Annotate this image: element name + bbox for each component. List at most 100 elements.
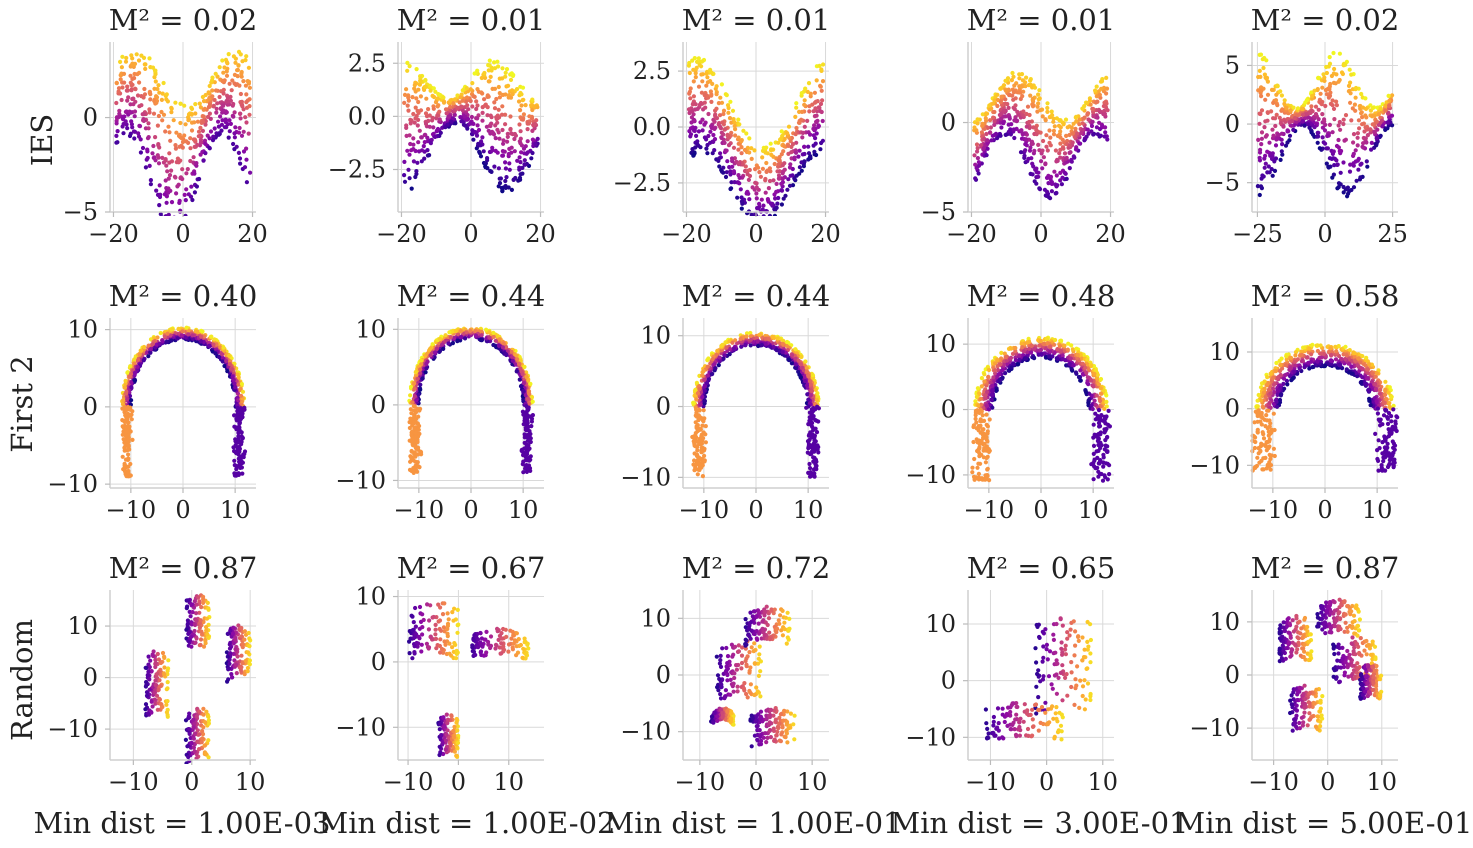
- scatter-points: [120, 325, 248, 479]
- scatter-point: [1044, 144, 1049, 149]
- scatter-point: [720, 342, 725, 347]
- scatter-point: [745, 145, 750, 150]
- scatter-point: [1309, 130, 1314, 135]
- scatter-point: [1340, 71, 1345, 77]
- scatter-point: [736, 135, 741, 140]
- scatter-point: [688, 96, 693, 101]
- scatter-point: [496, 343, 502, 348]
- scatter-point: [811, 126, 816, 131]
- scatter-point: [1017, 90, 1022, 95]
- scatter-point: [412, 420, 417, 426]
- scatter-point: [1331, 50, 1336, 56]
- scatter-point: [1009, 122, 1014, 127]
- scatter-point: [1058, 147, 1063, 152]
- scatter-point: [702, 388, 707, 393]
- scatter-point: [413, 105, 418, 110]
- scatter-point: [1069, 159, 1074, 164]
- scatter-point: [527, 391, 532, 397]
- scatter-point: [460, 88, 465, 93]
- scatter-point: [224, 125, 229, 130]
- scatter-point: [492, 100, 497, 105]
- scatter-point: [1387, 104, 1392, 109]
- scatter-point: [217, 94, 222, 100]
- scatter-point: [195, 142, 200, 147]
- scatter-point: [1353, 108, 1358, 113]
- column-label-2: Min dist = 1.00E-02: [319, 806, 616, 840]
- scatter-point: [709, 99, 714, 104]
- scatter-point: [408, 384, 414, 389]
- scatter-point: [1011, 89, 1016, 94]
- scatter-point: [482, 70, 487, 76]
- scatter-point: [999, 85, 1004, 91]
- scatter-point: [816, 105, 821, 110]
- scatter-point: [473, 328, 478, 334]
- scatter-point: [484, 327, 489, 332]
- scatter-point: [1338, 170, 1343, 175]
- scatter-point: [1023, 142, 1028, 147]
- scatter-point: [508, 127, 513, 132]
- scatter-point: [433, 89, 438, 94]
- scatter-point: [1040, 114, 1045, 119]
- scatter-point: [135, 93, 141, 98]
- scatter-point: [812, 123, 817, 128]
- scatter-point: [1091, 114, 1096, 119]
- scatter-point: [701, 436, 706, 441]
- scatter-point: [160, 118, 165, 123]
- scatter-point: [406, 167, 411, 172]
- scatter-point: [1058, 178, 1063, 183]
- scatter-point: [777, 155, 782, 160]
- scatter-point: [1349, 118, 1354, 123]
- scatter-point: [207, 343, 212, 348]
- scatter-point: [1055, 183, 1060, 188]
- scatter-point: [486, 63, 491, 68]
- scatter-point: [1355, 143, 1360, 148]
- scatter-point: [154, 188, 159, 193]
- scatter-point: [153, 68, 158, 73]
- scatter-point: [486, 128, 491, 133]
- scatter-point: [763, 150, 768, 155]
- scatter-point: [167, 130, 172, 135]
- scatter-point: [235, 74, 240, 79]
- scatter-point: [1331, 149, 1336, 154]
- scatter-point: [524, 469, 530, 474]
- scatter-point: [1363, 136, 1368, 141]
- scatter-point: [1300, 119, 1306, 124]
- scatter-point: [719, 135, 724, 140]
- scatter-point: [1303, 100, 1308, 105]
- scatter-point: [122, 419, 127, 425]
- scatter-point: [1001, 108, 1006, 113]
- y-tick-label: 0: [1225, 110, 1240, 138]
- scatter-point: [160, 91, 165, 96]
- scatter-point: [499, 185, 504, 191]
- scatter-point: [228, 121, 233, 126]
- scatter-point: [189, 106, 195, 111]
- scatter-point: [239, 99, 244, 104]
- scatter-point: [416, 414, 421, 419]
- scatter-point: [236, 130, 242, 135]
- scatter-point: [132, 109, 138, 114]
- y-tick-label: 2.5: [633, 57, 671, 85]
- scatter-point: [1360, 105, 1366, 110]
- scatter-point: [780, 171, 785, 176]
- scatter-point: [520, 371, 525, 377]
- scatter-point: [211, 342, 216, 347]
- scatter-point: [1028, 93, 1033, 98]
- scatter-point: [114, 140, 119, 145]
- scatter-point: [510, 354, 515, 359]
- scatter-point: [1024, 111, 1029, 117]
- scatter-point: [508, 95, 514, 100]
- scatter-point: [237, 418, 242, 424]
- scatter-point: [117, 108, 122, 113]
- scatter-point: [1019, 84, 1024, 89]
- scatter-point: [1309, 104, 1314, 109]
- scatter-point: [1285, 129, 1290, 134]
- scatter-point: [418, 367, 423, 372]
- scatter-point: [717, 164, 722, 169]
- scatter-point: [767, 220, 771, 224]
- scatter-point: [183, 213, 188, 216]
- scatter-point: [974, 142, 980, 147]
- scatter-point: [118, 77, 123, 82]
- scatter-point: [222, 65, 227, 70]
- scatter-point: [1285, 117, 1290, 122]
- scatter-point: [474, 333, 479, 338]
